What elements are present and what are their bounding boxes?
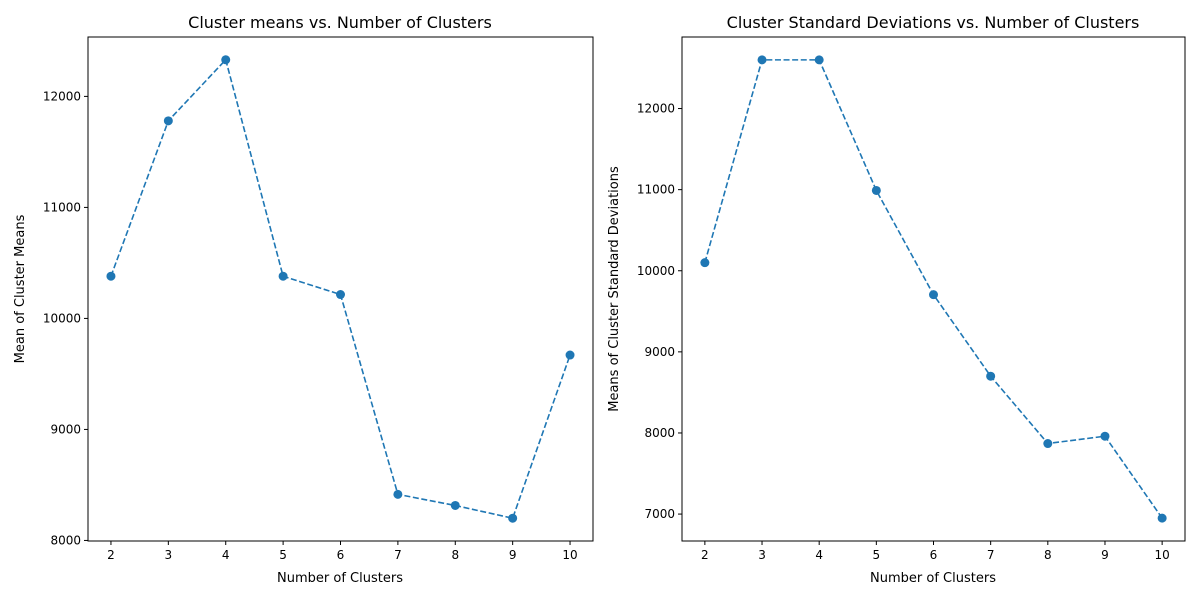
x-tick-label: 3 xyxy=(758,548,766,562)
data-point xyxy=(336,290,345,300)
y-axis-label: Mean of Cluster Means xyxy=(13,214,28,363)
data-point xyxy=(1043,439,1053,449)
y-tick-label: 9000 xyxy=(644,345,675,359)
x-tick-label: 8 xyxy=(451,548,459,562)
x-tick-label: 7 xyxy=(987,548,995,562)
y-tick-label: 11000 xyxy=(637,183,675,197)
x-tick-label: 2 xyxy=(701,548,709,562)
data-point xyxy=(508,513,518,523)
chart-title: Cluster Standard Deviations vs. Number o… xyxy=(727,13,1140,32)
data-point xyxy=(278,271,288,281)
data-point xyxy=(929,290,938,300)
x-axis-label: Number of Clusters xyxy=(870,571,996,586)
x-tick-label: 5 xyxy=(873,548,881,562)
x-tick-label: 4 xyxy=(222,548,230,562)
x-tick-label: 6 xyxy=(337,548,345,562)
chart-cluster-standard-deviations: Cluster Standard Deviations vs. Number o… xyxy=(607,13,1186,586)
x-tick-label: 7 xyxy=(394,548,402,562)
x-tick-label: 4 xyxy=(815,548,823,562)
data-point xyxy=(700,258,710,268)
data-point xyxy=(986,371,996,381)
y-tick-label: 10000 xyxy=(637,264,675,278)
x-tick-label: 3 xyxy=(165,548,173,562)
data-point xyxy=(1100,431,1110,441)
y-tick-label: 9000 xyxy=(50,422,81,436)
x-tick-label: 9 xyxy=(509,548,517,562)
data-point xyxy=(565,350,575,360)
chart-title: Cluster means vs. Number of Clusters xyxy=(188,13,492,32)
plot-area: 2 3 4 5 6 7 8 9 10 8000 9000 10000 11000 12000 xyxy=(43,36,594,562)
x-tick-label: 10 xyxy=(562,548,577,562)
y-tick-label: 10000 xyxy=(43,311,81,325)
data-point xyxy=(106,271,116,281)
data-point xyxy=(393,489,403,499)
y-tick-label: 7000 xyxy=(644,507,675,521)
x-tick-label: 6 xyxy=(930,548,938,562)
x-tick-label: 2 xyxy=(107,548,115,562)
data-point xyxy=(221,55,231,65)
x-tick-label: 10 xyxy=(1154,548,1169,562)
y-tick-label: 12000 xyxy=(637,102,675,116)
y-tick-label: 8000 xyxy=(50,533,81,547)
chart-cluster-means: Cluster means vs. Number of Clusters Num… xyxy=(13,13,594,586)
data-point xyxy=(450,500,460,510)
data-point xyxy=(814,55,824,65)
data-point xyxy=(1157,513,1167,523)
plot-area: 2 3 4 5 6 7 8 9 10 7000 8000 9000 10000 11000 12000 xyxy=(637,36,1186,562)
x-tick-label: 9 xyxy=(1101,548,1109,562)
y-tick-label: 8000 xyxy=(644,426,675,440)
y-tick-label: 12000 xyxy=(43,89,81,103)
data-point xyxy=(757,55,767,65)
x-tick-label: 8 xyxy=(1044,548,1052,562)
x-tick-label: 5 xyxy=(279,548,287,562)
data-point xyxy=(871,185,881,195)
y-tick-label: 11000 xyxy=(43,200,81,214)
y-axis-label: Means of Cluster Standard Deviations xyxy=(607,166,622,412)
x-axis-label: Number of Clusters xyxy=(277,571,403,586)
data-point xyxy=(163,116,173,126)
